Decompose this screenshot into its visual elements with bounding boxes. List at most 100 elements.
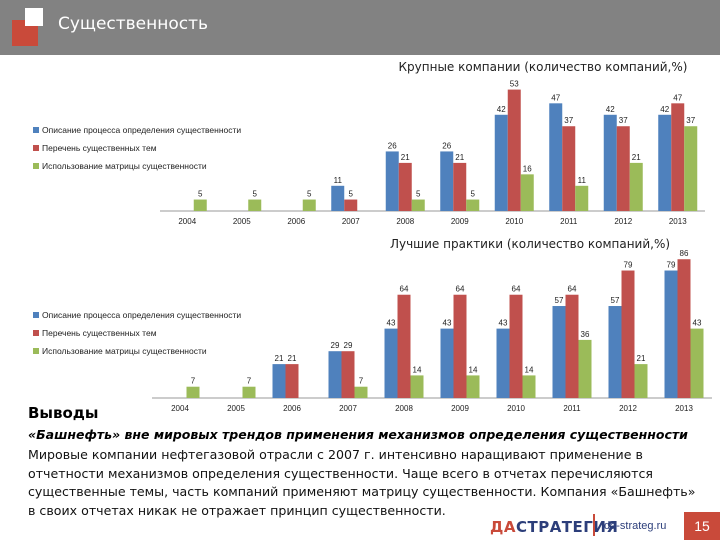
bar: [522, 375, 536, 398]
bar: [494, 114, 508, 211]
bar: [621, 270, 635, 398]
conclusions-line: отчетности механизмов определения сущест…: [28, 465, 653, 481]
data-label: 42: [606, 105, 615, 114]
data-label: 64: [400, 285, 409, 294]
data-label: 79: [667, 261, 676, 270]
chart-title: Крупные компании (количество компаний,%): [399, 60, 688, 74]
bar: [671, 103, 685, 211]
bar: [453, 294, 467, 398]
data-label: 5: [349, 190, 354, 199]
data-label: 16: [523, 164, 532, 173]
data-label: 43: [693, 319, 702, 328]
data-label: 53: [510, 80, 519, 89]
bar: [341, 351, 355, 398]
bar: [193, 199, 207, 211]
x-tick-label: 2006: [287, 217, 305, 226]
x-tick-label: 2008: [395, 404, 413, 413]
data-label: 43: [499, 319, 508, 328]
x-tick-label: 2005: [233, 217, 251, 226]
bar: [248, 199, 262, 211]
bar: [684, 126, 698, 211]
bar: [384, 328, 398, 398]
data-label: 21: [637, 354, 646, 363]
data-label: 26: [388, 141, 397, 150]
data-label: 29: [344, 341, 353, 350]
bar: [272, 364, 286, 398]
page-number: 15: [684, 512, 720, 540]
x-tick-label: 2012: [614, 217, 632, 226]
legend-label: Использование матрицы существенности: [42, 346, 207, 356]
legend-label: Перечень существенных тем: [42, 328, 157, 338]
bar: [440, 151, 454, 211]
bar: [496, 328, 510, 398]
data-label: 29: [331, 341, 340, 350]
data-label: 64: [456, 285, 465, 294]
bar: [242, 386, 256, 398]
bar: [440, 328, 454, 398]
data-label: 21: [455, 153, 464, 162]
bar: [629, 162, 643, 211]
legend-label: Использование матрицы существенности: [42, 161, 207, 171]
bar: [565, 294, 579, 398]
legend-swatch: [33, 312, 39, 318]
bar: [186, 386, 200, 398]
bar: [411, 199, 425, 211]
bar: [466, 375, 480, 398]
x-tick-label: 2013: [669, 217, 687, 226]
data-label: 43: [443, 319, 452, 328]
conclusions-line: существенные темы, часть компаний примен…: [28, 484, 696, 499]
x-tick-label: 2009: [451, 404, 469, 413]
conclusions-body: Мировые компании нефтегазовой отрасли с …: [28, 446, 710, 520]
company-logo: ДАСТРАТЕГИЯ: [490, 518, 618, 536]
bar: [344, 199, 358, 211]
x-tick-label: 2010: [505, 217, 523, 226]
bar: [302, 199, 316, 211]
data-label: 14: [413, 365, 422, 374]
data-label: 64: [568, 285, 577, 294]
bar: [658, 114, 672, 211]
logo-accent: ДА: [490, 518, 516, 536]
bar: [549, 103, 563, 211]
bar: [354, 386, 368, 398]
data-label: 57: [555, 296, 564, 305]
data-label: 5: [307, 190, 312, 199]
data-label: 47: [551, 93, 560, 102]
bar: [328, 351, 342, 398]
data-label: 36: [581, 330, 590, 339]
bar: [466, 199, 480, 211]
conclusions-line: Мировые компании нефтегазовой отрасли с …: [28, 447, 643, 462]
bar: [575, 185, 589, 211]
bar: [690, 328, 704, 398]
legend-label: Перечень существенных тем: [42, 143, 157, 153]
conclusions-lead: «Башнефть» вне мировых трендов применени…: [28, 427, 688, 442]
data-label: 37: [619, 116, 628, 125]
bar: [397, 294, 411, 398]
data-label: 79: [624, 261, 633, 270]
bar: [552, 306, 566, 398]
legend-swatch: [33, 163, 39, 169]
legend-swatch: [33, 330, 39, 336]
data-label: 47: [673, 93, 682, 102]
x-tick-label: 2010: [507, 404, 525, 413]
bar: [520, 174, 534, 211]
bar: [603, 114, 617, 211]
data-label: 7: [191, 377, 196, 386]
bar: [398, 162, 412, 211]
x-tick-label: 2008: [396, 217, 414, 226]
header-bar: [0, 0, 720, 55]
legend-label: Описание процесса определения существенн…: [42, 310, 241, 320]
data-label: 14: [469, 365, 478, 374]
bar: [385, 151, 399, 211]
data-label: 26: [442, 141, 451, 150]
data-label: 21: [275, 354, 284, 363]
chart-large-companies: Крупные компании (количество компаний,%)…: [33, 60, 705, 226]
x-tick-label: 2004: [178, 217, 196, 226]
bar: [509, 294, 523, 398]
data-label: 11: [334, 176, 343, 185]
data-label: 64: [512, 285, 521, 294]
legend-label: Описание процесса определения существенн…: [42, 125, 241, 135]
x-tick-label: 2011: [560, 217, 578, 226]
data-label: 7: [247, 377, 252, 386]
bar: [453, 162, 467, 211]
x-tick-label: 2006: [283, 404, 301, 413]
